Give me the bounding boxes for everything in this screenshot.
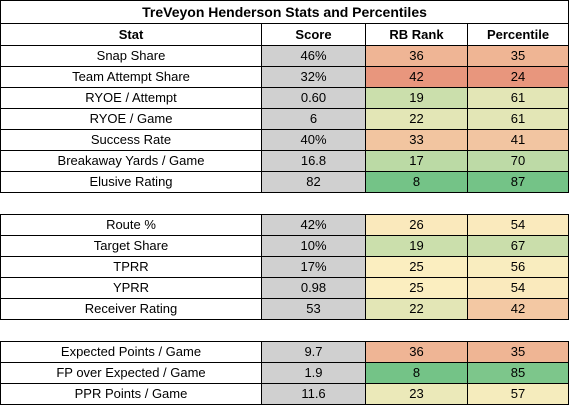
stat-cell: RYOE / Game	[0, 108, 262, 130]
title-row: TreVeyon Henderson Stats and Percentiles	[0, 0, 569, 24]
score-cell: 42%	[261, 214, 366, 236]
percentile-cell: 24	[466, 66, 569, 88]
score-cell: 46%	[261, 45, 366, 67]
table-row: FP over Expected / Game 1.9 8 85	[0, 362, 569, 384]
score-cell: 11.6	[261, 383, 366, 405]
percentile-cell: 56	[466, 256, 569, 278]
stat-cell: Breakaway Yards / Game	[0, 150, 262, 172]
stat-cell: Elusive Rating	[0, 171, 262, 193]
stat-cell: Team Attempt Share	[0, 66, 262, 88]
table-row: Success Rate 40% 33 41	[0, 129, 569, 151]
stat-cell: Success Rate	[0, 129, 262, 151]
header-row: Stat Score RB Rank Percentile	[0, 23, 569, 46]
rank-cell: 8	[365, 362, 468, 384]
rank-cell: 23	[365, 383, 468, 405]
score-cell: 40%	[261, 129, 366, 151]
table-row: Expected Points / Game 9.7 36 35	[0, 341, 569, 363]
rank-cell: 22	[365, 108, 468, 130]
stat-cell: Expected Points / Game	[0, 341, 262, 363]
table-row: PPR Points / Game 11.6 23 57	[0, 383, 569, 405]
section-gap	[0, 319, 569, 342]
table-row: TPRR 17% 25 56	[0, 256, 569, 278]
score-cell: 82	[261, 171, 366, 193]
stat-cell: YPRR	[0, 277, 262, 299]
stat-cell: Target Share	[0, 235, 262, 257]
rank-cell: 22	[365, 298, 468, 320]
percentile-cell: 87	[466, 171, 569, 193]
rank-cell: 25	[365, 256, 468, 278]
stat-cell: FP over Expected / Game	[0, 362, 262, 384]
table-row: Route % 42% 26 54	[0, 214, 569, 236]
table-row: YPRR 0.98 25 54	[0, 277, 569, 299]
gap-cell	[0, 319, 569, 342]
table-row: Receiver Rating 53 22 42	[0, 298, 569, 320]
header-rb-rank: RB Rank	[365, 23, 468, 46]
header-score: Score	[261, 23, 366, 46]
score-cell: 1.9	[261, 362, 366, 384]
stat-cell: Route %	[0, 214, 262, 236]
score-cell: 0.98	[261, 277, 366, 299]
stat-cell: Snap Share	[0, 45, 262, 67]
rank-cell: 19	[365, 87, 468, 109]
table-row: Team Attempt Share 32% 42 24	[0, 66, 569, 88]
table-row: Elusive Rating 82 8 87	[0, 171, 569, 193]
percentile-cell: 42	[466, 298, 569, 320]
rank-cell: 33	[365, 129, 468, 151]
section-gap	[0, 192, 569, 215]
rank-cell: 36	[365, 45, 468, 67]
table-row: Breakaway Yards / Game 16.8 17 70	[0, 150, 569, 172]
percentile-cell: 67	[466, 235, 569, 257]
table-row: Snap Share 46% 36 35	[0, 45, 569, 67]
score-cell: 9.7	[261, 341, 366, 363]
gap-cell	[0, 192, 569, 215]
score-cell: 6	[261, 108, 366, 130]
header-stat: Stat	[0, 23, 262, 46]
stat-cell: TPRR	[0, 256, 262, 278]
score-cell: 32%	[261, 66, 366, 88]
rank-cell: 36	[365, 341, 468, 363]
percentile-cell: 54	[466, 277, 569, 299]
score-cell: 0.60	[261, 87, 366, 109]
stat-cell: PPR Points / Game	[0, 383, 262, 405]
percentile-cell: 54	[466, 214, 569, 236]
score-cell: 17%	[261, 256, 366, 278]
rank-cell: 42	[365, 66, 468, 88]
header-percentile: Percentile	[466, 23, 569, 46]
percentile-cell: 85	[466, 362, 569, 384]
percentile-cell: 35	[466, 341, 569, 363]
percentile-cell: 61	[466, 87, 569, 109]
table-row: RYOE / Attempt 0.60 19 61	[0, 87, 569, 109]
rank-cell: 19	[365, 235, 468, 257]
table-title: TreVeyon Henderson Stats and Percentiles	[0, 0, 569, 24]
table-row: Target Share 10% 19 67	[0, 235, 569, 257]
score-cell: 16.8	[261, 150, 366, 172]
percentile-cell: 70	[466, 150, 569, 172]
percentile-cell: 61	[466, 108, 569, 130]
percentile-cell: 57	[466, 383, 569, 405]
rank-cell: 25	[365, 277, 468, 299]
percentile-cell: 35	[466, 45, 569, 67]
table-body: Snap Share 46% 36 35 Team Attempt Share 32% 42…	[0, 45, 569, 405]
rank-cell: 26	[365, 214, 468, 236]
table-row: RYOE / Game 6 22 61	[0, 108, 569, 130]
stat-cell: RYOE / Attempt	[0, 87, 262, 109]
rank-cell: 17	[365, 150, 468, 172]
score-cell: 53	[261, 298, 366, 320]
rank-cell: 8	[365, 171, 468, 193]
score-cell: 10%	[261, 235, 366, 257]
stat-cell: Receiver Rating	[0, 298, 262, 320]
percentile-cell: 41	[466, 129, 569, 151]
